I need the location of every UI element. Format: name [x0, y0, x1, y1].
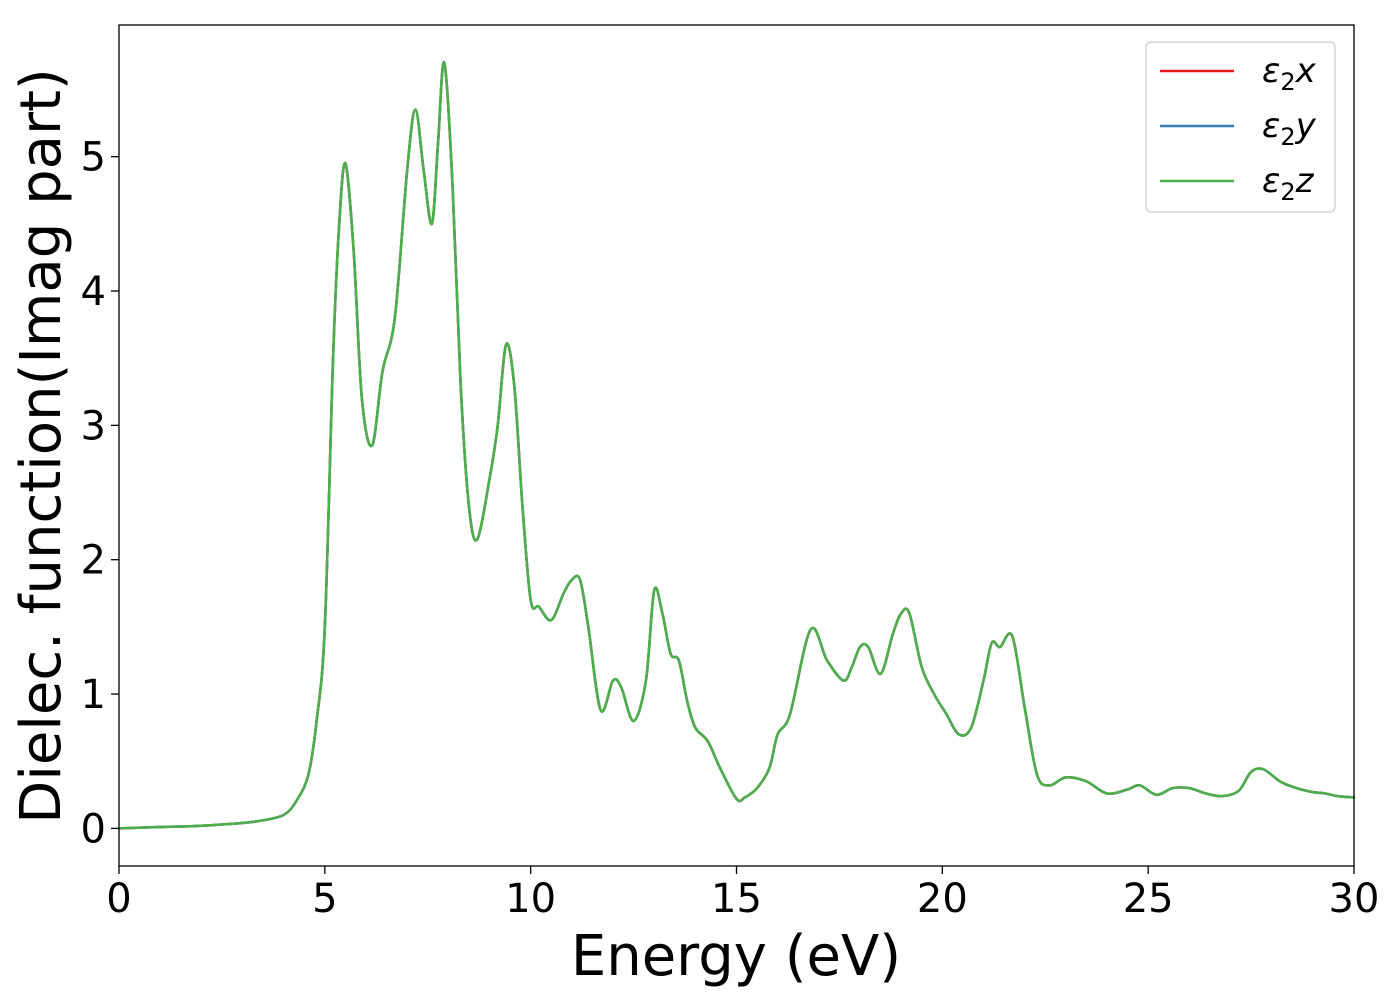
y-tick-label: 0: [81, 806, 106, 852]
y-tick-label: 3: [81, 403, 106, 449]
y-tick-label: 5: [81, 135, 106, 181]
x-tick-label: 20: [917, 876, 968, 922]
legend-label-e2y: ε2y: [1262, 106, 1317, 151]
y-tick-label: 1: [81, 672, 106, 718]
x-tick-label: 15: [711, 876, 762, 922]
series-line-e2z: [117, 61, 1356, 830]
y-axis-ticks: 0 1 2 3 4 5: [81, 135, 119, 852]
x-axis-ticks: 0 5 10 15 20 25 30: [106, 866, 1379, 922]
x-tick-label: 0: [106, 876, 131, 922]
x-tick-label: 10: [505, 876, 556, 922]
x-tick-label: 5: [312, 876, 337, 922]
legend-box: [1145, 41, 1336, 213]
legend: ε2x ε2y ε2z: [1145, 41, 1336, 213]
y-axis-label: Dielec. function(Imag part): [9, 68, 74, 824]
legend-label-e2x: ε2x: [1262, 51, 1317, 96]
x-axis-label: Energy (eV): [571, 924, 901, 989]
series-layer: [117, 61, 1356, 830]
y-tick-label: 4: [81, 269, 106, 315]
y-tick-label: 2: [81, 538, 106, 584]
legend-label-e2z: ε2z: [1262, 161, 1315, 206]
x-tick-label: 30: [1329, 876, 1380, 922]
x-tick-label: 25: [1123, 876, 1174, 922]
